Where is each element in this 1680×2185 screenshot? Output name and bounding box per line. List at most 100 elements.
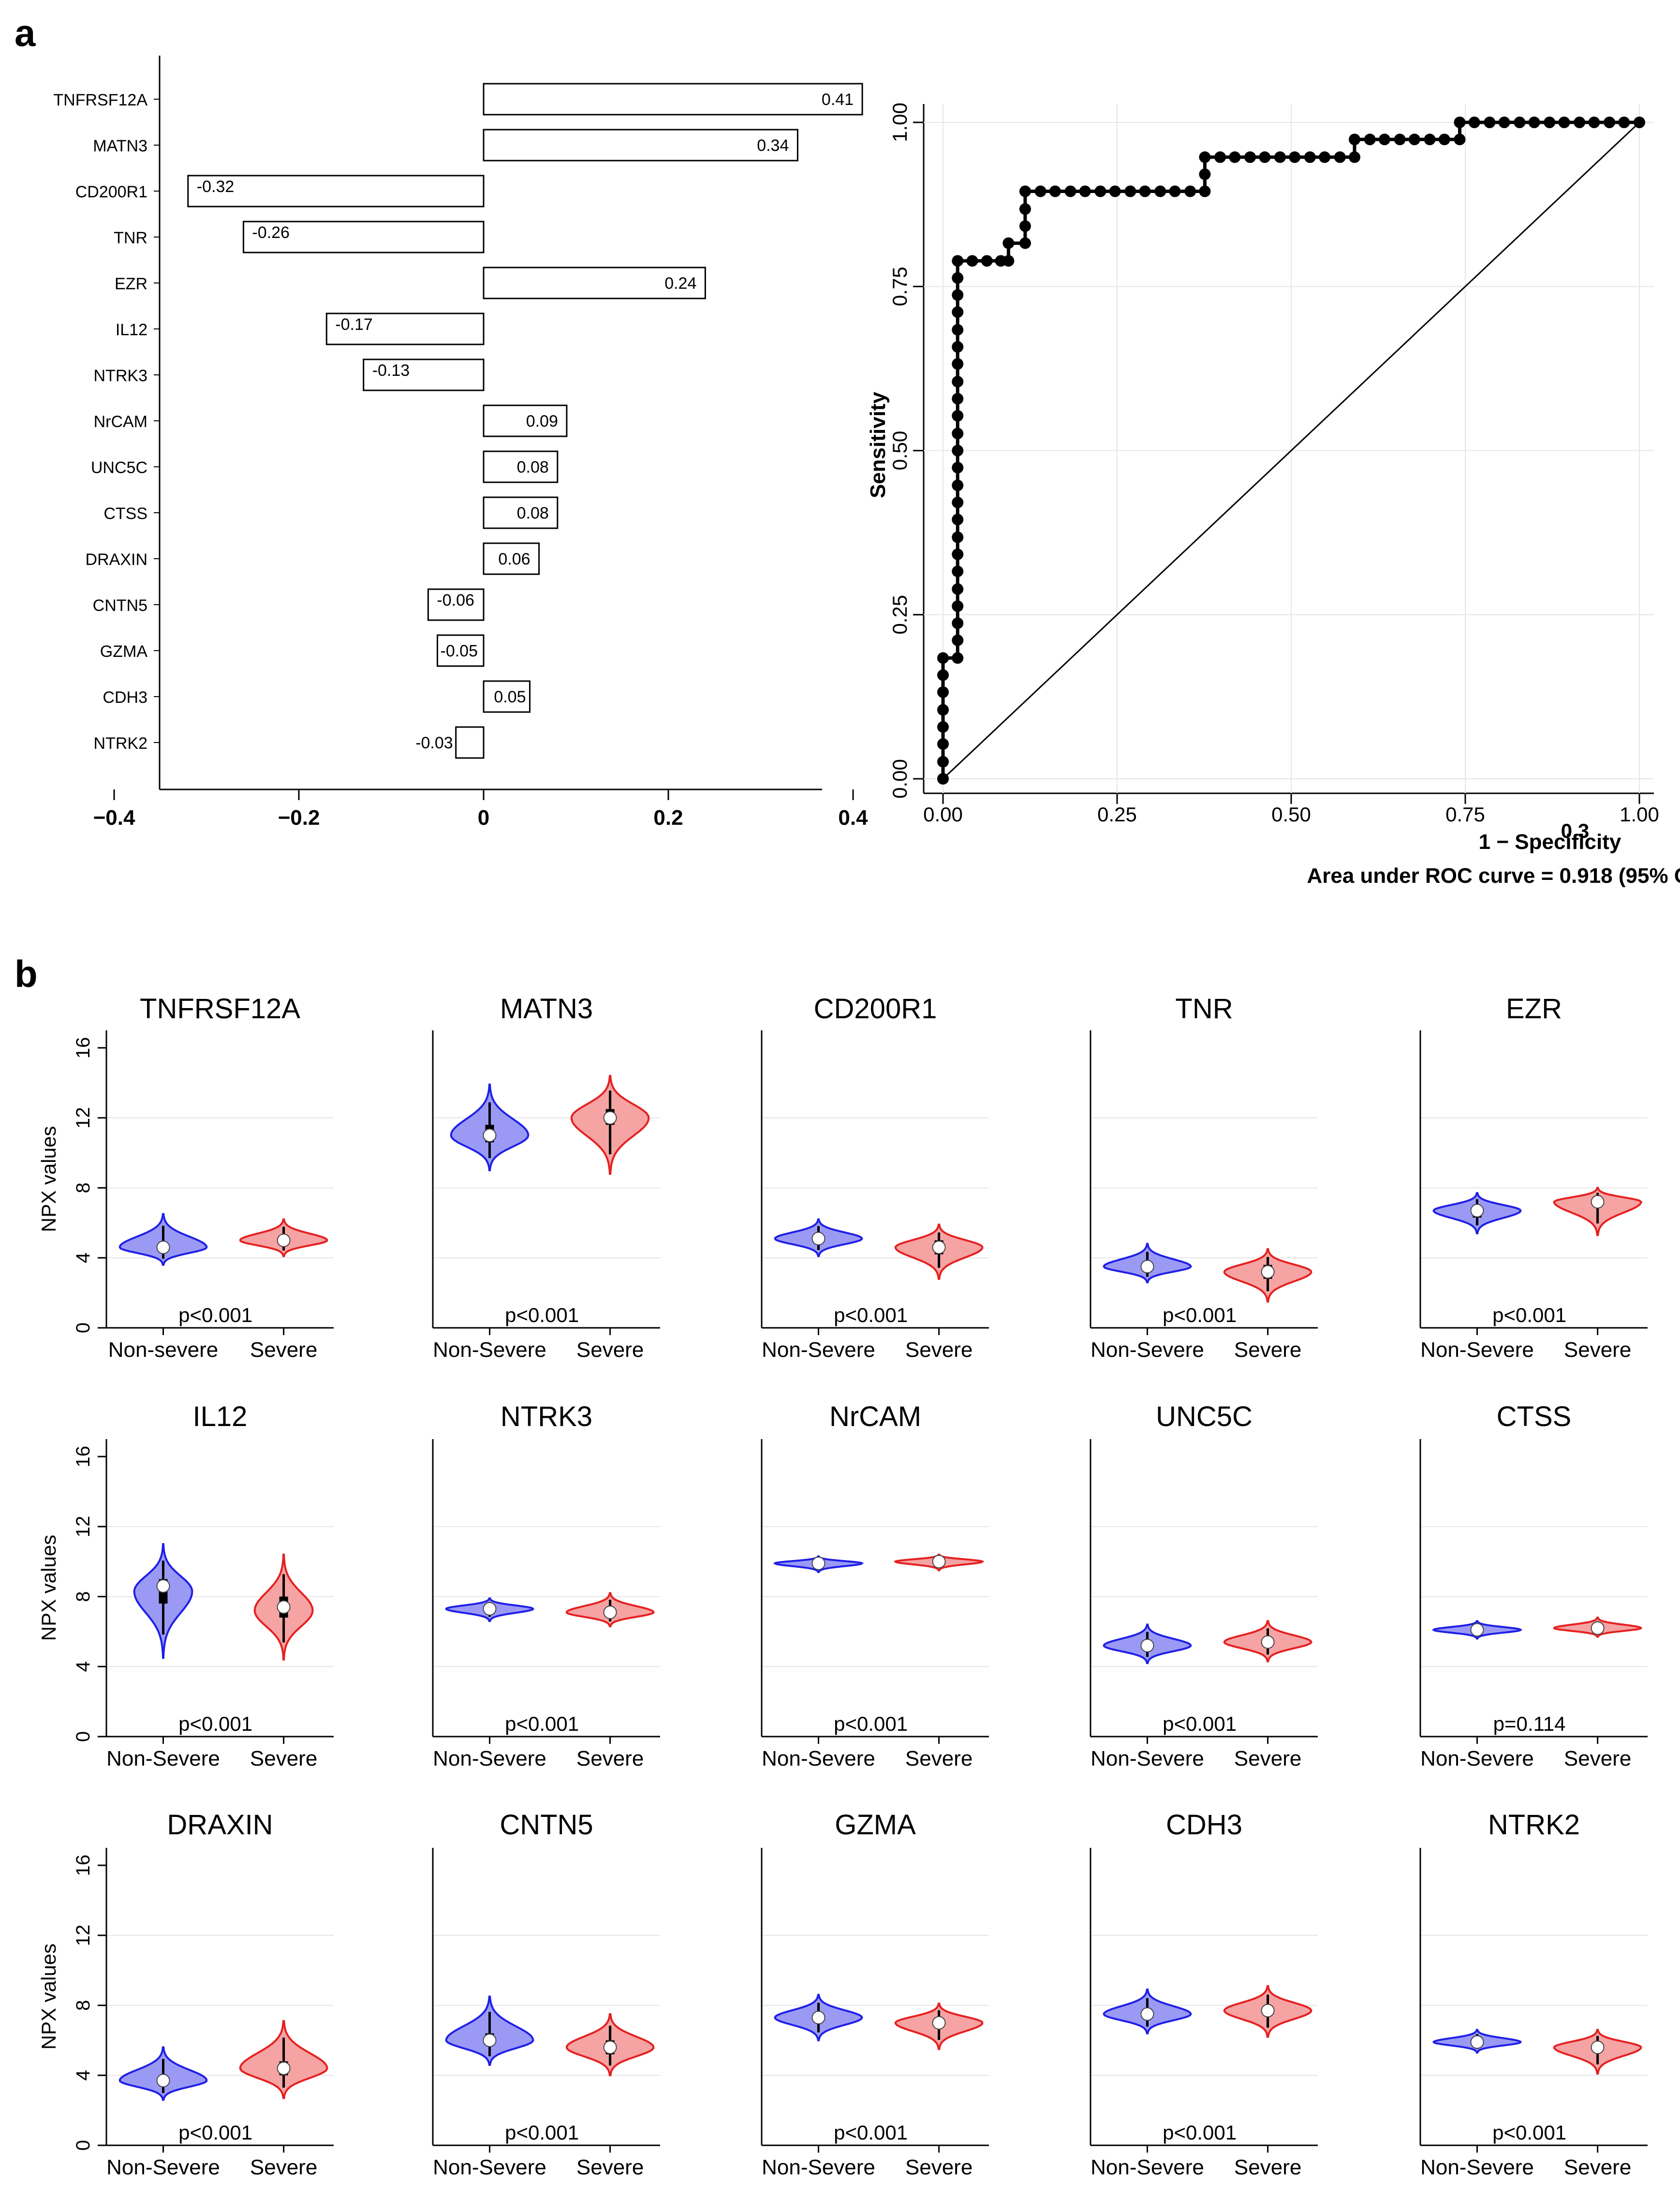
roc-point — [1199, 168, 1211, 180]
violin-group-label: Severe — [905, 1338, 973, 1362]
violin-y-tick-label: 12 — [73, 1925, 94, 1947]
violin-y-tick-label: 4 — [73, 1661, 94, 1672]
violin-p-value: p<0.001 — [505, 2121, 579, 2144]
roc-point — [937, 669, 949, 681]
bar-value-label: 0.08 — [517, 504, 549, 522]
bar-x-tick-label: −0.4 — [93, 806, 135, 830]
violin-median-dot — [1470, 1623, 1484, 1637]
violin-median-dot — [483, 1129, 497, 1143]
violin-panel-title: UNC5C — [1156, 1401, 1253, 1432]
bar-category-label: NTRK3 — [94, 367, 147, 385]
violin-median-dot — [1261, 2004, 1275, 2018]
coefficient-bar — [483, 404, 568, 437]
violin-y-tick-label: 8 — [73, 1182, 94, 1193]
violin-median-dot — [603, 1605, 617, 1620]
roc-point — [1454, 117, 1466, 128]
violin-y-tick-label: 0 — [73, 1731, 94, 1742]
violin-p-value: p<0.001 — [834, 2121, 908, 2144]
violin-group-label: Non-Severe — [433, 1747, 546, 1770]
roc-point — [1049, 185, 1061, 197]
roc-point — [1618, 117, 1630, 128]
bar-value-label: 0.06 — [498, 550, 530, 568]
bar-value-label: -0.26 — [252, 223, 290, 242]
bar-category-label: NrCAM — [94, 413, 147, 431]
violin-median-dot — [1591, 1195, 1605, 1209]
roc-point — [952, 617, 964, 629]
violin-panel: NTRK3 Non-Severe Severe p<0.001 — [432, 1401, 660, 1770]
coefficient-bar — [455, 726, 485, 759]
roc-y-tick-label: 0.50 — [888, 431, 911, 471]
violin-panel-title: IL12 — [193, 1401, 248, 1432]
violin-group-label: Severe — [576, 1747, 644, 1770]
violin-panel: NrCAM Non-Severe Severe p<0.001 — [761, 1401, 989, 1770]
violin-p-value: p<0.001 — [178, 2121, 252, 2144]
violin-grid: TNFRSF12A 0 4 8 12 16 NPX values Non-severe Seve… — [37, 993, 1648, 2179]
violin-group-label: Severe — [1564, 1747, 1631, 1770]
roc-point — [952, 393, 964, 405]
roc-point — [1558, 117, 1570, 128]
roc-point — [952, 272, 964, 284]
bar-category-label: EZR — [115, 275, 147, 293]
bar-category-label: TNFRSF12A — [53, 91, 147, 109]
roc-point — [1139, 185, 1151, 197]
roc-point — [1484, 117, 1496, 128]
bar-category-label: DRAXIN — [86, 550, 147, 569]
coefficient-bar — [427, 588, 485, 621]
bar-category-label: MATN3 — [93, 137, 147, 155]
roc-point — [1349, 134, 1361, 146]
roc-point — [952, 428, 964, 440]
roc-y-tick-label: 0.25 — [888, 595, 911, 635]
violin-y-tick-label: 0 — [73, 2140, 94, 2151]
violin-p-value: p<0.001 — [1163, 2121, 1237, 2144]
roc-point — [937, 773, 949, 785]
violin-group-label: Non-Severe — [1420, 1338, 1534, 1362]
violin-group-label: Non-Severe — [762, 1338, 875, 1362]
roc-point — [952, 410, 964, 422]
violin-p-value: p<0.001 — [834, 1712, 908, 1735]
roc-point — [1319, 151, 1331, 163]
violin-median-dot — [277, 1600, 291, 1614]
violin-median-dot — [1261, 1265, 1275, 1279]
roc-point — [1454, 134, 1466, 146]
roc-x-tick-label: 0.25 — [1097, 803, 1137, 826]
roc-point — [1019, 203, 1031, 215]
violin-group-label: Non-severe — [108, 1338, 218, 1362]
bar-x-tick-label: 0.4 — [838, 806, 868, 830]
roc-point — [1498, 117, 1510, 128]
violin-y-tick-label: 4 — [73, 1252, 94, 1263]
roc-point — [1438, 134, 1450, 146]
roc-point — [1199, 185, 1211, 197]
violin-group-label: Severe — [905, 1747, 973, 1770]
roc-point — [937, 704, 949, 716]
violin-median-dot — [811, 1556, 825, 1570]
roc-point — [1094, 185, 1106, 197]
bar-category-label: CDH3 — [103, 688, 147, 707]
violin-panel: NTRK2 Non-Severe Severe p<0.001 — [1419, 1809, 1648, 2179]
bar-value-label: 0.34 — [757, 136, 789, 155]
violin-y-tick-label: 12 — [73, 1516, 94, 1538]
roc-point — [952, 583, 964, 595]
roc-x-tick-label: 0.50 — [1271, 803, 1311, 826]
violin-group-label: Non-Severe — [1091, 1338, 1204, 1362]
violin-group-label: Severe — [250, 1338, 317, 1362]
violin-group-label: Non-Severe — [433, 1338, 546, 1362]
violin-panel: TNR Non-Severe Severe p<0.001 — [1090, 993, 1318, 1362]
bar-value-label: -0.32 — [197, 178, 235, 196]
violin-median-dot — [156, 1240, 170, 1254]
roc-point — [952, 600, 964, 612]
violin-median-dot — [1261, 1635, 1275, 1649]
roc-point — [1514, 117, 1526, 128]
violin-group-label: Severe — [250, 1747, 317, 1770]
roc-x-axis-title: 1 − Specificity — [1479, 830, 1621, 854]
violin-p-value: p<0.001 — [1163, 1304, 1237, 1326]
violin-y-tick-label: 16 — [73, 1446, 94, 1468]
roc-point — [1604, 117, 1616, 128]
violin-panel-title: CNTN5 — [500, 1809, 593, 1841]
roc-point — [1019, 185, 1031, 197]
roc-y-tick-label: 0.75 — [888, 267, 911, 306]
roc-x-tick-label: 1.00 — [1620, 803, 1659, 826]
violin-group-label: Severe — [576, 1338, 644, 1362]
roc-point — [1244, 151, 1256, 163]
roc-point — [1424, 134, 1436, 146]
